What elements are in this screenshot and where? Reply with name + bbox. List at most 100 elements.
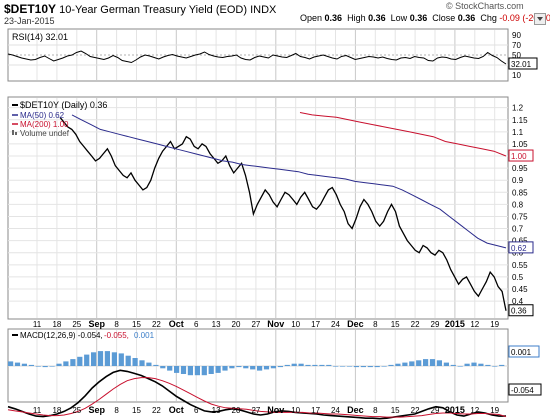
- x-tick-label-top: 22: [152, 320, 161, 329]
- change-value: -0.09 (-20.00%): [499, 13, 550, 23]
- chart-date: 23-Jan-2015: [4, 16, 55, 26]
- price-y-tick-label: 1.1: [512, 128, 524, 137]
- x-tick-label-top: 17: [311, 320, 320, 329]
- macd-histogram-bar: [492, 366, 498, 367]
- macd-histogram-bar: [70, 359, 76, 366]
- price-last-value-box: [508, 304, 534, 317]
- macd-histogram-bar: [208, 366, 214, 374]
- price-y-tick-label: 0.65: [512, 237, 528, 246]
- x-tick-label-bottom: 2015: [445, 405, 465, 415]
- price-y-tick-label: 0.9: [512, 176, 524, 185]
- macd-histogram-bar: [77, 356, 83, 366]
- x-tick-label-top: 24: [331, 320, 340, 329]
- chevron-down-icon[interactable]: [534, 13, 546, 25]
- macd-legend: MACD(12,26,9) -0.054, -0.055, 0.001: [12, 331, 155, 340]
- macd-histogram-bar: [333, 366, 339, 367]
- macd-histogram-bar: [56, 363, 62, 366]
- x-tick-label-bottom: 29: [431, 406, 440, 415]
- macd-histogram-bar: [263, 366, 270, 370]
- price-y-tick-label: 0.85: [512, 188, 528, 197]
- price-y-tick-label: 1.2: [512, 104, 524, 113]
- macd-histogram-bar: [367, 366, 373, 368]
- price-y-tick-label: 0.5: [512, 273, 524, 282]
- macd-histogram-bar: [21, 363, 27, 366]
- macd-histogram-bar: [215, 366, 221, 373]
- price-y-tick-label: 0.7: [512, 225, 524, 234]
- price-y-tick-label: 1.15: [512, 116, 528, 125]
- x-tick-label-top: 8: [373, 320, 378, 329]
- x-tick-label-bottom: 20: [232, 406, 241, 415]
- ma50-line: [71, 114, 507, 249]
- x-tick-label-top: 22: [411, 320, 420, 329]
- macd-last-box: [508, 383, 542, 396]
- symbol-description: 10-Year German Treasury Yield (EOD): [59, 4, 247, 16]
- macd-histogram-bar: [8, 361, 14, 366]
- chart-title: $DET10Y 10-Year German Treasury Yield (E…: [4, 2, 277, 16]
- exchange-label: INDX: [250, 4, 277, 16]
- macd-histogram-bar: [118, 353, 124, 366]
- macd-histogram-bar: [187, 366, 193, 376]
- price-legend: $DET10Y (Daily) 0.36 MA(50) 0.62 MA(200)…: [12, 100, 107, 138]
- x-tick-label-bottom: 13: [212, 406, 221, 415]
- macd-histogram-bar: [485, 364, 491, 366]
- macd-histogram-bar: [436, 360, 442, 366]
- macd-histogram-bar: [395, 363, 401, 366]
- price-last-value: 0.36: [511, 307, 527, 316]
- x-tick-label-top: 12: [470, 320, 479, 329]
- macd-histogram-bar: [291, 363, 297, 366]
- macd-histogram-bar: [319, 364, 325, 366]
- macd-histogram-bar: [97, 351, 104, 366]
- macd-histogram-bar: [222, 366, 228, 371]
- x-tick-label-bottom: 15: [391, 406, 400, 415]
- x-tick-label-top: 15: [132, 320, 141, 329]
- macd-histogram-bar: [298, 363, 304, 366]
- x-tick-label-top: 19: [490, 320, 499, 329]
- x-tick-label-top: 25: [72, 320, 81, 329]
- price-y-tick-label: 0.8: [512, 200, 524, 209]
- x-tick-label-bottom: 24: [331, 406, 340, 415]
- price-y-tick-label: 0.55: [512, 261, 528, 270]
- macd-histogram-bar: [160, 366, 166, 369]
- macd-legend-histogram: 0.001: [134, 331, 155, 340]
- price-legend-ma200: MA(200) 1.00: [20, 120, 69, 129]
- x-tick-label-top: 11: [33, 320, 42, 329]
- price-legend-volume: Volume undef: [20, 129, 70, 138]
- x-tick-label-top: Dec: [347, 319, 364, 329]
- macd-histogram-bar: [49, 366, 55, 367]
- x-tick-label-bottom: 15: [132, 406, 141, 415]
- x-tick-label-bottom: 12: [470, 406, 479, 415]
- macd-histogram-bar: [464, 363, 470, 366]
- x-tick-label-bottom: 22: [411, 406, 420, 415]
- rsi-y-tick-label: 10: [512, 71, 521, 80]
- x-tick-label-bottom: 22: [152, 406, 161, 415]
- macd-histogram-bar: [270, 366, 276, 369]
- macd-histogram-bar: [63, 361, 69, 366]
- macd-histogram-bar: [402, 362, 408, 366]
- x-tick-label-top: Oct: [169, 319, 184, 329]
- ma200-line: [299, 112, 507, 157]
- x-tick-label-bottom: 6: [194, 406, 199, 415]
- x-tick-label-bottom: 19: [490, 406, 499, 415]
- x-tick-label-top: 18: [52, 320, 61, 329]
- macd-histogram-bar: [243, 366, 249, 369]
- price-last-value-box: [508, 149, 534, 162]
- x-tick-label-top: 29: [431, 320, 440, 329]
- x-tick-label-top: 8: [114, 320, 119, 329]
- x-tick-label-top: 27: [251, 320, 260, 329]
- price-legend-ma50: MA(50) 0.62: [20, 111, 65, 120]
- rsi-y-tick-label: 50: [512, 51, 521, 60]
- x-tick-label-bottom: Dec: [347, 405, 364, 415]
- x-tick-label-bottom: 11: [33, 406, 42, 415]
- macd-histogram-bar: [104, 351, 110, 366]
- x-tick-label-bottom: 10: [291, 406, 300, 415]
- macd-legend-signal: -0.055,: [104, 331, 129, 340]
- rsi-legend: RSI(14) 32.01: [12, 32, 68, 42]
- price-last-value-box: [508, 241, 534, 254]
- macd-histogram-bar: [478, 363, 484, 366]
- macd-histogram-bar: [340, 366, 346, 367]
- macd-histogram-bar: [284, 364, 290, 366]
- ohlc-readout: Open 0.36 High 0.36 Low 0.36 Close 0.36 …: [300, 13, 550, 23]
- price-y-tick-label: 0.4: [512, 297, 524, 306]
- macd-histogram-bar: [125, 355, 131, 366]
- macd-histogram-bar: [450, 364, 456, 366]
